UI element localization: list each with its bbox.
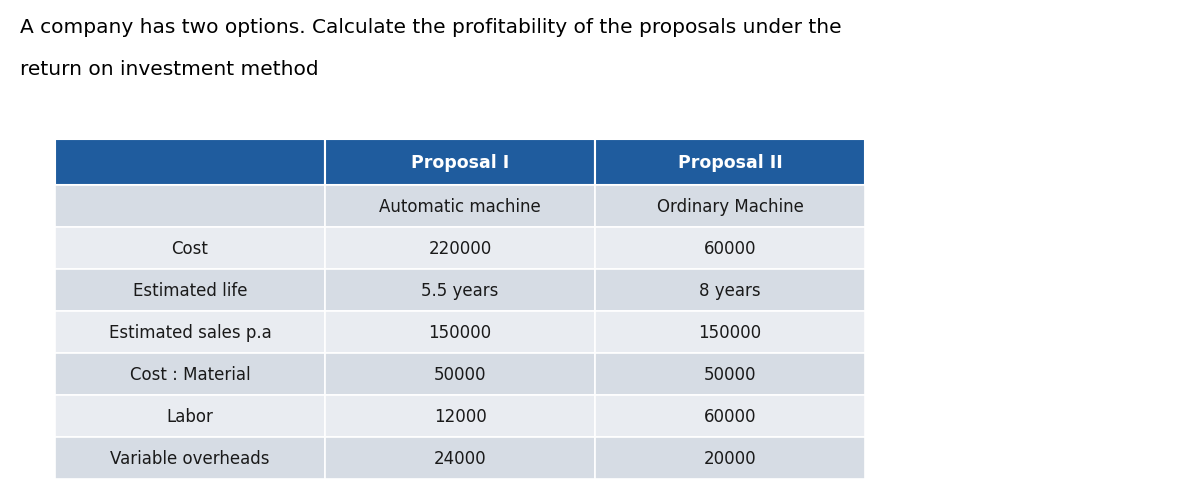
Text: Labor: Labor	[167, 407, 214, 425]
Text: Proposal II: Proposal II	[678, 154, 782, 172]
Text: 60000: 60000	[703, 240, 756, 257]
Text: 220000: 220000	[428, 240, 492, 257]
Text: A company has two options. Calculate the profitability of the proposals under th: A company has two options. Calculate the…	[20, 18, 841, 37]
Text: 50000: 50000	[703, 365, 756, 383]
Text: 20000: 20000	[703, 449, 756, 467]
Text: 150000: 150000	[698, 324, 762, 341]
Text: Ordinary Machine: Ordinary Machine	[656, 198, 804, 216]
Text: 12000: 12000	[433, 407, 486, 425]
Text: 24000: 24000	[433, 449, 486, 467]
Text: Estimated life: Estimated life	[133, 281, 247, 300]
Text: 150000: 150000	[428, 324, 492, 341]
Text: Cost: Cost	[172, 240, 209, 257]
Text: return on investment method: return on investment method	[20, 60, 319, 79]
Text: Variable overheads: Variable overheads	[110, 449, 270, 467]
Text: Cost : Material: Cost : Material	[130, 365, 251, 383]
Text: Automatic machine: Automatic machine	[379, 198, 541, 216]
Text: 60000: 60000	[703, 407, 756, 425]
Text: Estimated sales p.a: Estimated sales p.a	[109, 324, 271, 341]
Text: 5.5 years: 5.5 years	[421, 281, 499, 300]
Text: 8 years: 8 years	[700, 281, 761, 300]
Text: Proposal I: Proposal I	[410, 154, 509, 172]
Text: 50000: 50000	[433, 365, 486, 383]
